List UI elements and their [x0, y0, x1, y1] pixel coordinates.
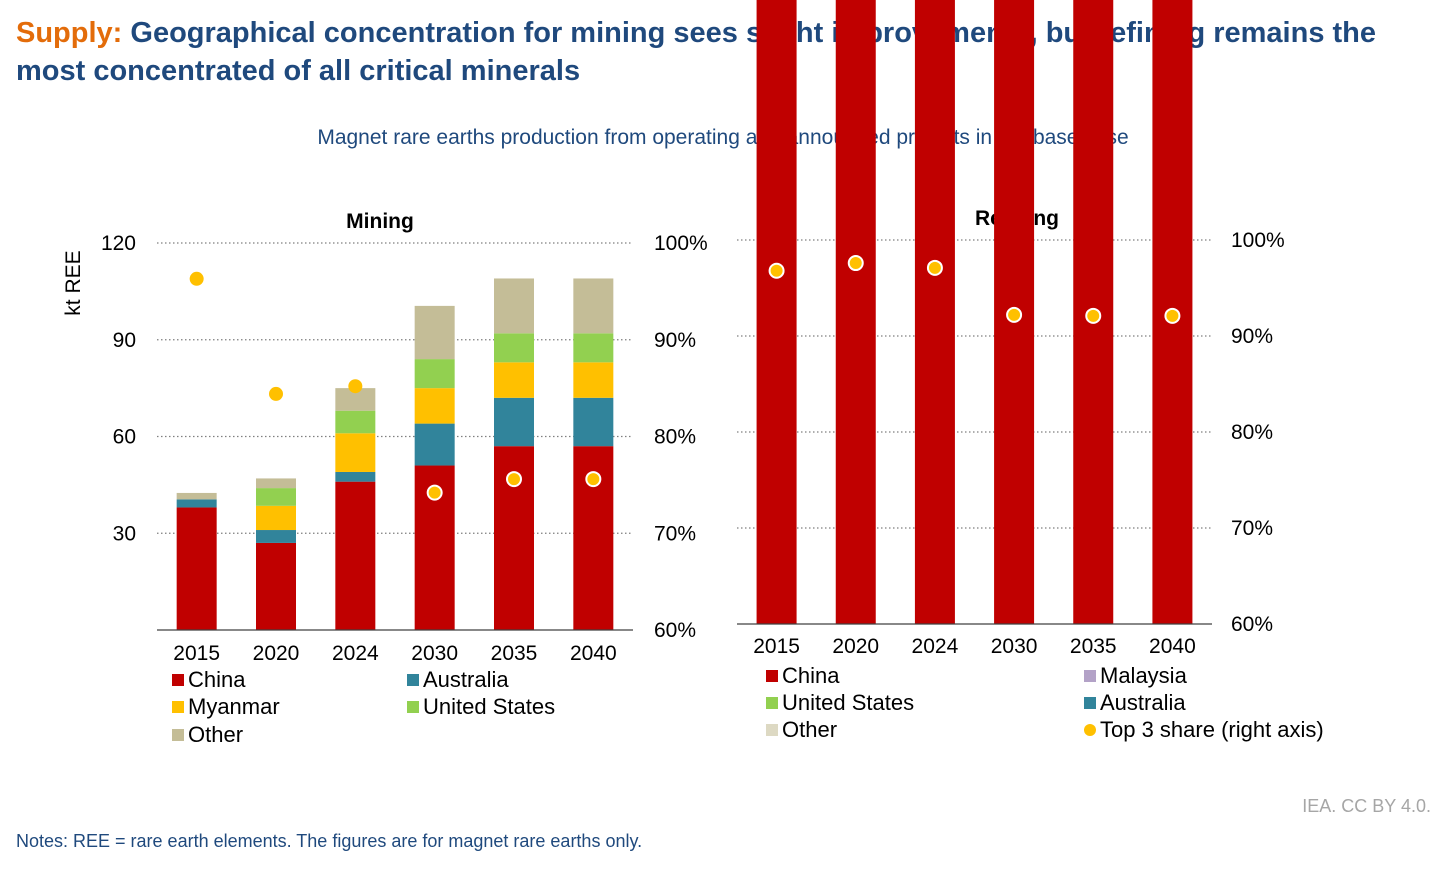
mining-right-tick-label: 60%	[654, 619, 696, 642]
mining-left-tick-label: 120	[101, 232, 136, 255]
mining-legend-marker-united-states	[407, 701, 419, 713]
refining-category-label: 2015	[753, 635, 800, 658]
mining-legend-label-australia: Australia	[423, 667, 509, 692]
refining-right-tick-label: 80%	[1231, 421, 1273, 444]
mining-legend-label-united-states: United States	[423, 694, 555, 719]
mining-bar-other-2024	[335, 388, 376, 411]
refining-legend-marker-top-3-share-right-axis	[1084, 724, 1096, 736]
mining-bar-united-states-2024	[335, 410, 376, 434]
mining-top3-share-point-2024	[348, 379, 363, 394]
refining-legend-marker-australia	[1084, 697, 1096, 709]
mining-right-tick-label: 100%	[654, 232, 708, 255]
refining-right-tick-label: 100%	[1231, 229, 1285, 252]
refining-category-label: 2024	[912, 635, 959, 658]
mining-left-tick-label: 60	[113, 426, 136, 449]
source-credit: IEA. CC BY 4.0.	[1302, 796, 1431, 816]
refining-top3-share-point-2035	[1085, 307, 1102, 324]
mining-bar-other-2015	[176, 492, 217, 500]
chart-notes: Notes: REE = rare earth elements. The fi…	[16, 831, 643, 851]
mining-bar-australia-2020	[256, 530, 296, 543]
mining-chart-title: Mining	[346, 210, 414, 233]
mining-right-tick-label: 70%	[654, 522, 696, 545]
mining-bar-other-2030	[414, 305, 455, 360]
refining-right-tick-label: 90%	[1231, 325, 1273, 348]
refining-legend-marker-malaysia	[1084, 670, 1096, 682]
mining-bar-myanmar-2020	[256, 505, 296, 531]
mining-right-tick-label: 90%	[654, 329, 696, 352]
mining-left-tick-label: 30	[113, 522, 136, 545]
refining-legend-label-other: Other	[782, 717, 837, 742]
refining-right-tick-label: 60%	[1231, 613, 1273, 636]
mining-bar-myanmar-2030	[414, 388, 455, 424]
mining-bar-united-states-2035	[494, 333, 534, 363]
mining-top3-share-point-2035	[506, 471, 522, 488]
refining-legend-marker-united-states	[766, 697, 778, 709]
mining-y-axis-label: kt REE	[62, 250, 85, 315]
refining-category-label: 2035	[1070, 635, 1117, 658]
mining-legend-label-other: Other	[188, 722, 243, 747]
refining-legend-label-malaysia: Malaysia	[1100, 663, 1188, 688]
mining-category-label: 2040	[570, 642, 617, 665]
headline-keyword: Supply:	[16, 17, 123, 49]
mining-category-label: 2030	[411, 642, 458, 665]
mining-top3-share-point-2030	[426, 484, 443, 501]
mining-category-label: 2020	[253, 642, 300, 665]
refining-legend-label-top-3-share-right-axis: Top 3 share (right axis)	[1100, 717, 1324, 742]
mining-bar-china-2020	[256, 542, 296, 630]
refining-category-label: 2020	[832, 635, 879, 658]
refining-category-label: 2030	[991, 635, 1038, 658]
refining-legend-label-united-states: United States	[782, 690, 914, 715]
refining-bar-china-2015	[756, 0, 797, 624]
mining-left-tick-label: 90	[113, 329, 136, 352]
mining-bar-myanmar-2024	[335, 433, 376, 472]
refining-legend-marker-other	[766, 724, 778, 736]
mining-bar-china-2024	[335, 481, 376, 630]
refining-bar-china-2020	[835, 0, 876, 625]
mining-bar-other-2035	[494, 278, 534, 334]
mining-bar-china-2015	[176, 507, 217, 630]
mining-legend-marker-australia	[407, 674, 419, 686]
mining-legend-marker-china	[172, 674, 184, 686]
mining-bar-united-states-2040	[573, 333, 614, 363]
mining-top3-share-point-2020	[269, 386, 283, 401]
refining-top3-share-point-2020	[847, 255, 864, 272]
mining-bar-australia-2024	[335, 471, 376, 482]
mining-legend-label-myanmar: Myanmar	[188, 694, 280, 719]
mining-top3-share-point-2040	[585, 471, 602, 488]
mining-bar-united-states-2020	[256, 488, 296, 506]
mining-bar-united-states-2030	[414, 359, 455, 389]
mining-legend-label-china: China	[188, 667, 246, 692]
mining-legend-marker-myanmar	[172, 701, 184, 713]
mining-bar-myanmar-2040	[573, 362, 614, 398]
mining-bar-australia-2035	[494, 397, 534, 447]
refining-right-tick-label: 70%	[1231, 517, 1273, 540]
refining-legend-label-australia: Australia	[1100, 690, 1186, 715]
refining-top3-share-point-2040	[1164, 307, 1181, 324]
refining-legend-label-china: China	[782, 663, 840, 688]
mining-bar-australia-2040	[573, 397, 614, 447]
mining-bar-myanmar-2035	[494, 362, 534, 398]
mining-category-label: 2015	[173, 642, 220, 665]
mining-legend-marker-other	[172, 729, 184, 741]
refining-top3-share-point-2024	[926, 259, 943, 276]
mining-category-label: 2024	[332, 642, 379, 665]
mining-bar-australia-2030	[414, 423, 455, 466]
mining-bar-other-2020	[256, 478, 296, 489]
mining-bar-other-2040	[573, 278, 614, 334]
refining-top3-share-point-2030	[1006, 306, 1023, 323]
mining-top3-share-point-2015	[189, 271, 204, 286]
mining-bar-australia-2015	[176, 499, 217, 508]
mining-category-label: 2035	[491, 642, 538, 665]
refining-category-label: 2040	[1149, 635, 1196, 658]
refining-bar-china-2024	[914, 0, 955, 624]
refining-legend-marker-china	[766, 670, 778, 682]
refining-top3-share-point-2015	[768, 262, 785, 279]
mining-right-tick-label: 80%	[654, 426, 696, 449]
